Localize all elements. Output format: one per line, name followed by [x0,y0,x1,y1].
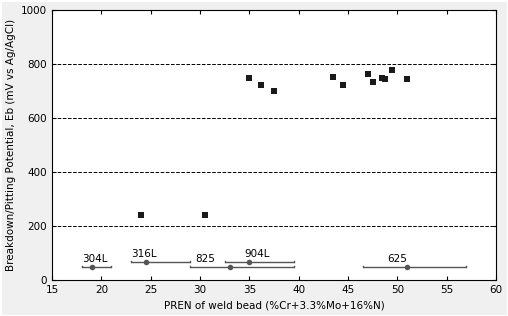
Point [368,80,376,85]
Point [403,264,411,269]
Point [245,259,253,264]
X-axis label: PREN of weld bead (%Cr+3.3%Mo+16%N): PREN of weld bead (%Cr+3.3%Mo+16%N) [164,301,385,310]
Point [388,67,396,72]
Point [403,76,411,81]
Text: 625: 625 [388,254,407,264]
Point [87,264,96,269]
Text: 904L: 904L [244,249,270,259]
Point [142,259,150,264]
Y-axis label: Breakdown/Pitting Potential, Eb (mV vs Ag/AgCl): Breakdown/Pitting Potential, Eb (mV vs A… [6,19,16,271]
Point [339,83,347,88]
Text: 825: 825 [195,254,215,264]
Point [137,212,145,217]
Point [382,77,390,82]
Point [270,88,278,93]
Text: 316L: 316L [131,249,156,259]
Point [378,75,387,80]
Point [245,75,253,80]
Point [201,212,209,217]
Text: 304L: 304L [82,254,107,264]
Point [329,75,337,80]
Point [226,264,234,269]
Point [257,83,265,88]
Point [364,71,372,76]
